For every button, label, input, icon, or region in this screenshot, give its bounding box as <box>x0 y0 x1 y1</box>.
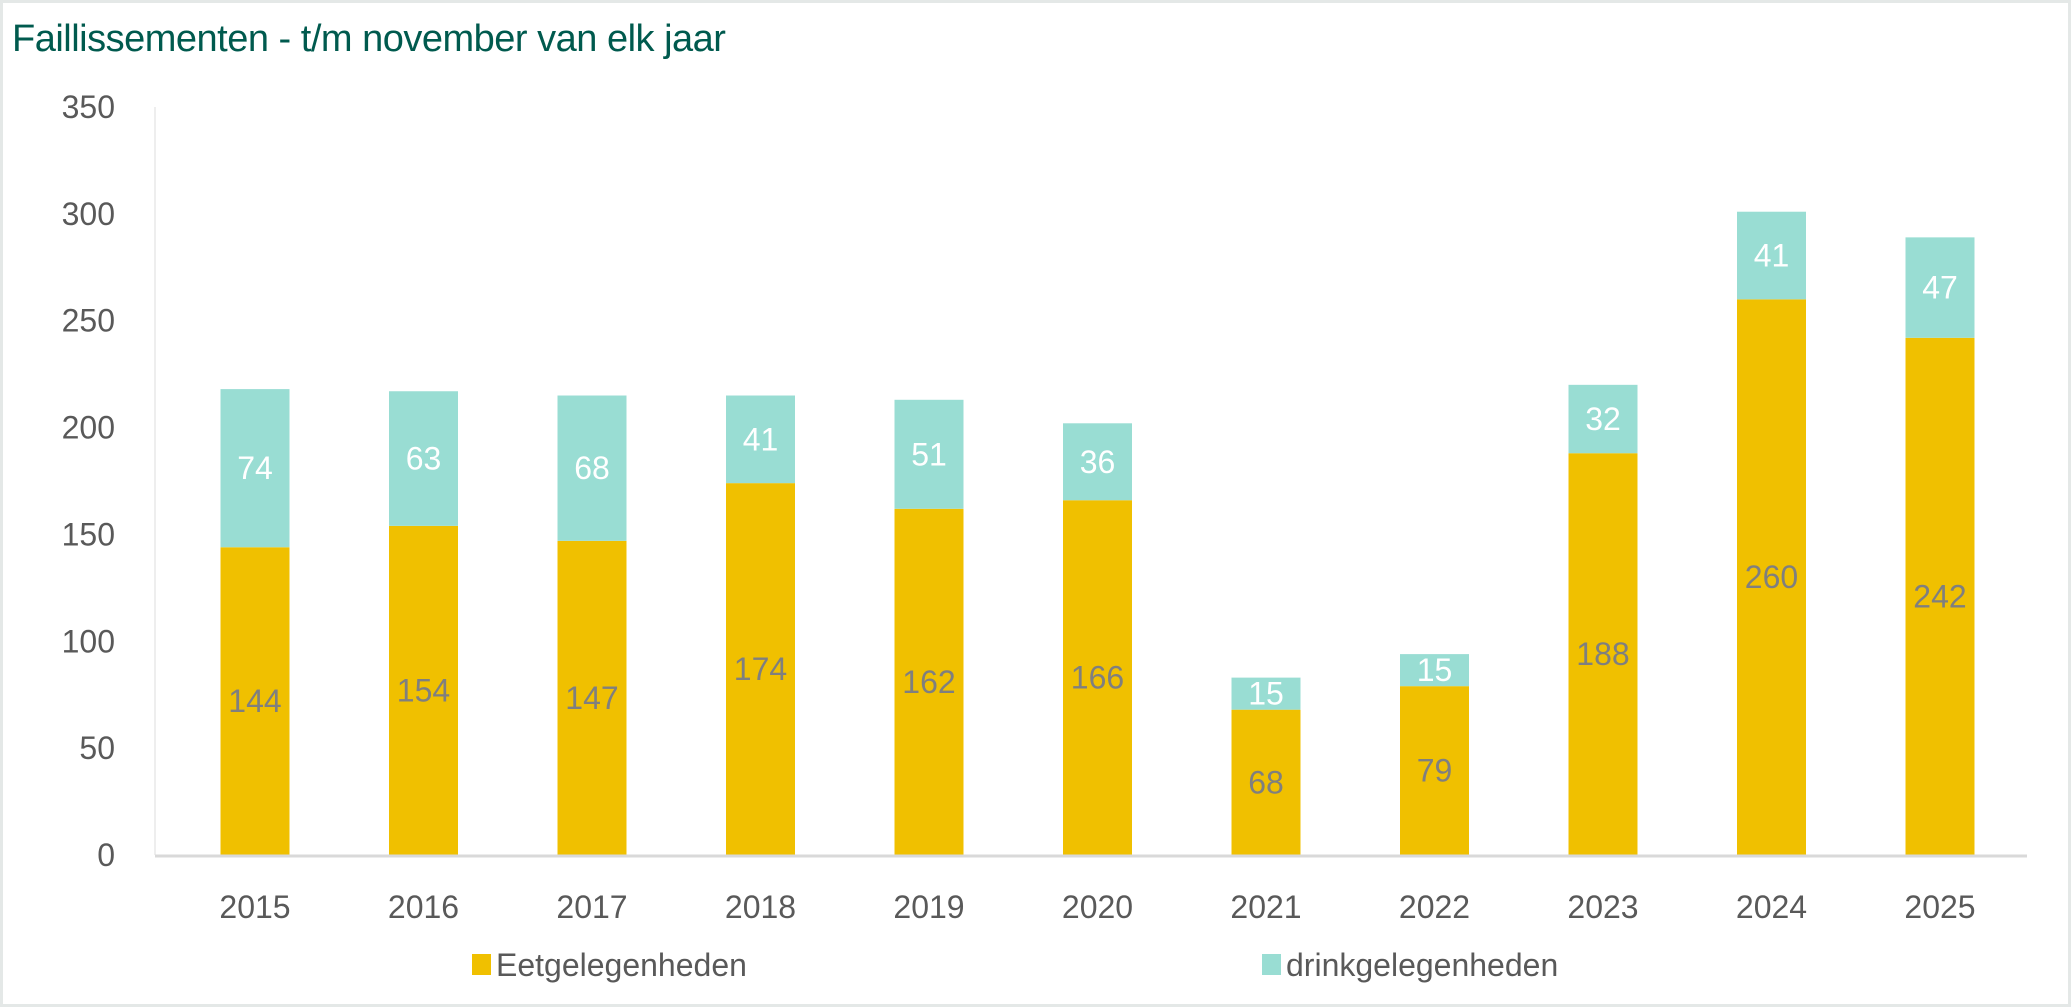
bar-drinkgelegenheden <box>557 395 627 541</box>
data-label: 162 <box>902 664 955 700</box>
data-label: 154 <box>397 672 450 708</box>
bar-drinkgelegenheden <box>894 399 964 509</box>
x-tick-label: 2016 <box>388 889 459 925</box>
data-label: 147 <box>565 680 618 716</box>
data-label: 79 <box>1417 753 1453 789</box>
data-label: 144 <box>228 683 281 719</box>
legend-swatch <box>1262 954 1281 975</box>
legend-label: drinkgelegenheden <box>1286 947 1558 983</box>
y-tick-label: 350 <box>62 89 115 125</box>
data-label: 41 <box>743 421 779 457</box>
legend-label: Eetgelegenheden <box>496 947 747 983</box>
x-tick-label: 2015 <box>219 889 290 925</box>
bar-drinkgelegenheden <box>220 389 290 548</box>
bar-drinkgelegenheden <box>1400 654 1469 687</box>
bar-eetgelegenheden <box>1231 709 1301 855</box>
x-tick-label: 2018 <box>725 889 796 925</box>
x-tick-label: 2022 <box>1399 889 1470 925</box>
bar-eetgelegenheden <box>726 483 795 855</box>
bar-eetgelegenheden <box>389 525 458 855</box>
data-label: 15 <box>1417 652 1453 688</box>
x-tick-label: 2025 <box>1904 889 1975 925</box>
data-label: 47 <box>1922 270 1958 306</box>
bar-eetgelegenheden <box>220 547 290 855</box>
x-tick-label: 2023 <box>1567 889 1638 925</box>
y-tick-label: 0 <box>97 837 115 873</box>
data-label: 15 <box>1248 676 1284 712</box>
x-tick-label: 2020 <box>1062 889 1133 925</box>
data-label: 51 <box>911 436 947 472</box>
legend-swatch <box>472 954 491 975</box>
bar-eetgelegenheden <box>1568 453 1638 855</box>
bar-eetgelegenheden <box>1063 500 1132 855</box>
data-label: 188 <box>1576 636 1629 672</box>
bar-drinkgelegenheden <box>1063 423 1132 501</box>
x-tick-label: 2017 <box>556 889 627 925</box>
y-tick-label: 100 <box>62 623 115 659</box>
y-tick-label: 200 <box>62 410 115 446</box>
bar-drinkgelegenheden <box>1905 237 1975 338</box>
x-tick-label: 2019 <box>893 889 964 925</box>
data-label: 41 <box>1754 238 1790 274</box>
y-tick-label: 250 <box>62 303 115 339</box>
data-label: 63 <box>406 441 442 477</box>
y-tick-label: 300 <box>62 196 115 232</box>
data-label: 242 <box>1913 578 1966 614</box>
bar-eetgelegenheden <box>1400 686 1469 855</box>
bar-drinkgelegenheden <box>389 391 458 526</box>
data-label: 32 <box>1585 401 1621 437</box>
bar-eetgelegenheden <box>1737 299 1806 855</box>
bar-eetgelegenheden <box>557 540 627 855</box>
bar-drinkgelegenheden <box>1231 677 1301 710</box>
data-label: 74 <box>237 450 273 486</box>
bar-drinkgelegenheden <box>1737 211 1806 300</box>
bar-eetgelegenheden <box>894 508 964 855</box>
data-label: 260 <box>1745 559 1798 595</box>
x-tick-label: 2021 <box>1230 889 1301 925</box>
data-label: 68 <box>1248 764 1284 800</box>
chart-title: Faillissementen - t/m november van elk j… <box>12 18 726 60</box>
data-label: 36 <box>1080 444 1116 480</box>
data-label: 174 <box>734 651 787 687</box>
data-label: 68 <box>574 450 610 486</box>
x-tick-label: 2024 <box>1736 889 1807 925</box>
bar-eetgelegenheden <box>1905 337 1975 856</box>
data-label: 166 <box>1071 660 1124 696</box>
bar-drinkgelegenheden <box>726 395 795 484</box>
y-tick-label: 150 <box>62 516 115 552</box>
bar-drinkgelegenheden <box>1568 384 1638 454</box>
y-tick-label: 50 <box>79 730 115 766</box>
